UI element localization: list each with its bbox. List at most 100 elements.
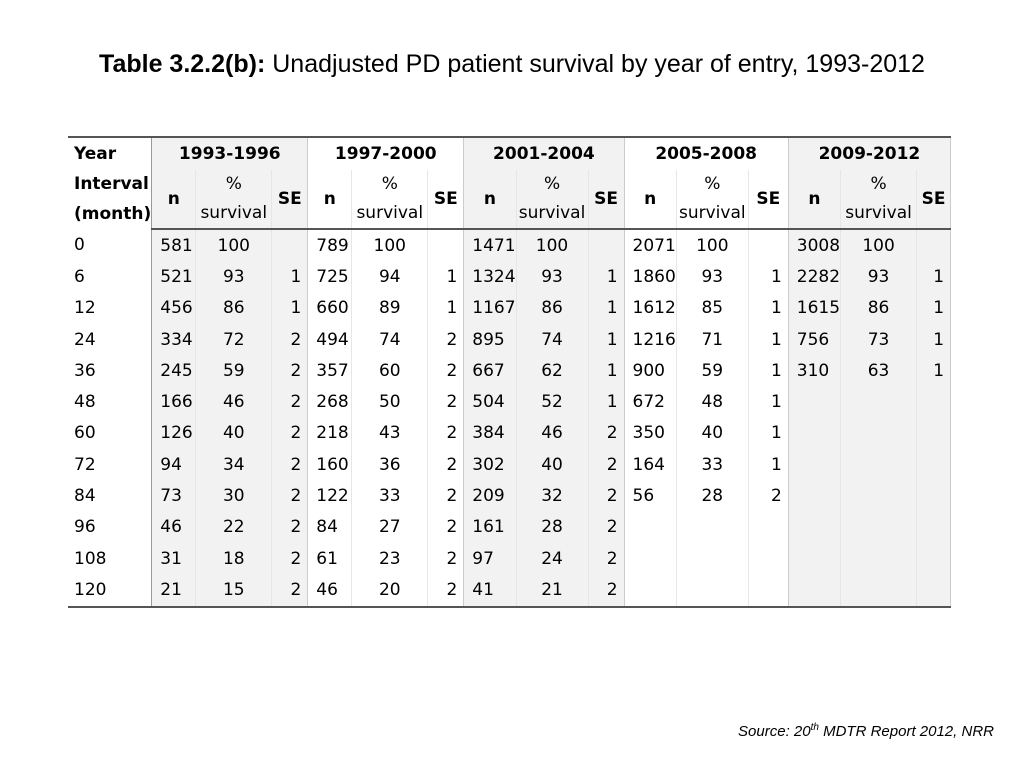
n-cell: 122 — [307, 480, 353, 512]
table-row: 36 245 59 2 357 60 2 667 62 1 900 59 1 310 63 1 — [68, 355, 952, 387]
group-header: 2001-2004 — [463, 137, 625, 170]
se-cell — [916, 542, 952, 575]
se-cell — [748, 542, 789, 575]
se-cell — [916, 480, 952, 512]
se-cell: 1 — [427, 292, 465, 324]
se-header: SE — [588, 170, 625, 230]
source-superscript: th — [810, 722, 819, 733]
se-cell: 2 — [588, 542, 625, 575]
n-cell: 209 — [463, 480, 517, 512]
survival-cell: 73 — [840, 323, 918, 356]
survival-cell: 46 — [195, 386, 273, 418]
year-header-line: (month) — [74, 203, 152, 224]
se-cell — [916, 229, 952, 262]
n-cell: 160 — [307, 449, 353, 481]
n-header: n — [624, 170, 677, 230]
n-cell: 900 — [624, 355, 677, 387]
se-cell: 2 — [271, 386, 309, 418]
survival-cell — [676, 511, 749, 543]
n-cell: 2282 — [788, 261, 842, 293]
interval-cell: 6 — [68, 261, 153, 293]
n-header: n — [151, 170, 197, 230]
n-cell: 3008 — [788, 229, 842, 262]
se-cell — [748, 511, 789, 543]
survival-cell — [676, 542, 749, 575]
n-cell — [788, 574, 842, 607]
table-row: 96 46 22 2 84 27 2 161 28 2 — [68, 511, 952, 543]
n-cell: 456 — [151, 292, 197, 324]
sub-header-row: n% survival SE n% survival SE n% survival SE n% su… — [68, 170, 952, 230]
table-row: 12 456 86 1 660 89 1 1167 86 1 1612 85 1 1615 86 1 — [68, 292, 952, 324]
source-suffix: MDTR Report 2012, NRR — [818, 723, 994, 740]
survival-header-line2: survival — [200, 203, 268, 223]
survival-cell: 89 — [351, 292, 429, 324]
survival-cell: 59 — [676, 355, 749, 387]
n-cell: 1860 — [624, 261, 677, 293]
n-cell — [624, 542, 677, 575]
se-cell: 1 — [588, 323, 625, 356]
survival-cell: 27 — [351, 511, 429, 543]
survival-cell — [840, 542, 918, 575]
survival-header-line2: survival — [845, 203, 912, 223]
survival-cell: 23 — [351, 542, 429, 575]
se-cell: 1 — [916, 355, 952, 387]
se-header: SE — [748, 170, 789, 230]
survival-cell: 52 — [516, 386, 589, 418]
se-cell: 1 — [748, 386, 789, 418]
survival-cell: 36 — [351, 449, 429, 481]
survival-cell: 86 — [840, 292, 918, 324]
n-cell: 46 — [151, 511, 197, 543]
se-cell — [748, 229, 789, 262]
se-cell: 2 — [427, 355, 465, 387]
survival-cell: 74 — [516, 323, 589, 356]
table-row: 120 21 15 2 46 20 2 41 21 2 — [68, 574, 952, 607]
survival-cell: 34 — [195, 449, 273, 481]
n-cell — [788, 449, 842, 481]
survival-cell — [840, 386, 918, 418]
n-cell: 218 — [307, 417, 353, 450]
se-header: SE — [916, 170, 952, 230]
n-cell: 126 — [151, 417, 197, 450]
survival-cell: 100 — [840, 229, 918, 262]
survival-cell: 60 — [351, 355, 429, 387]
survival-cell: 59 — [195, 355, 273, 387]
se-cell: 1 — [748, 261, 789, 293]
n-cell: 384 — [463, 417, 517, 450]
se-cell: 1 — [916, 292, 952, 324]
title-label: Table 3.2.2(b): — [99, 50, 266, 78]
survival-header-line1: % — [543, 174, 561, 194]
se-cell: 2 — [427, 511, 465, 543]
n-cell: 161 — [463, 511, 517, 543]
survival-cell: 40 — [676, 417, 749, 450]
year-interval-header: Year Interval (month) — [68, 137, 153, 229]
interval-cell: 0 — [68, 229, 153, 262]
survival-cell: 15 — [195, 574, 273, 607]
survival-header: % survival — [840, 170, 918, 230]
se-cell: 2 — [427, 323, 465, 356]
interval-cell: 84 — [68, 480, 153, 512]
n-header: n — [307, 170, 353, 230]
se-cell — [916, 574, 952, 607]
n-cell: 756 — [788, 323, 842, 356]
n-cell: 31 — [151, 542, 197, 575]
n-cell: 1615 — [788, 292, 842, 324]
source-prefix: Source: 20 — [738, 723, 811, 740]
survival-cell: 100 — [351, 229, 429, 262]
se-cell: 2 — [271, 480, 309, 512]
survival-cell: 100 — [195, 229, 273, 262]
n-cell: 84 — [307, 511, 353, 543]
survival-cell: 46 — [516, 417, 589, 450]
survival-cell — [840, 449, 918, 481]
n-cell: 56 — [624, 480, 677, 512]
interval-cell: 96 — [68, 511, 153, 543]
survival-cell: 30 — [195, 480, 273, 512]
se-cell — [271, 229, 309, 262]
n-header: n — [463, 170, 517, 230]
n-cell: 94 — [151, 449, 197, 481]
year-header-line: Year — [74, 143, 117, 164]
n-cell: 245 — [151, 355, 197, 387]
survival-cell: 71 — [676, 323, 749, 356]
n-cell: 302 — [463, 449, 517, 481]
n-cell: 895 — [463, 323, 517, 356]
survival-cell: 40 — [516, 449, 589, 481]
